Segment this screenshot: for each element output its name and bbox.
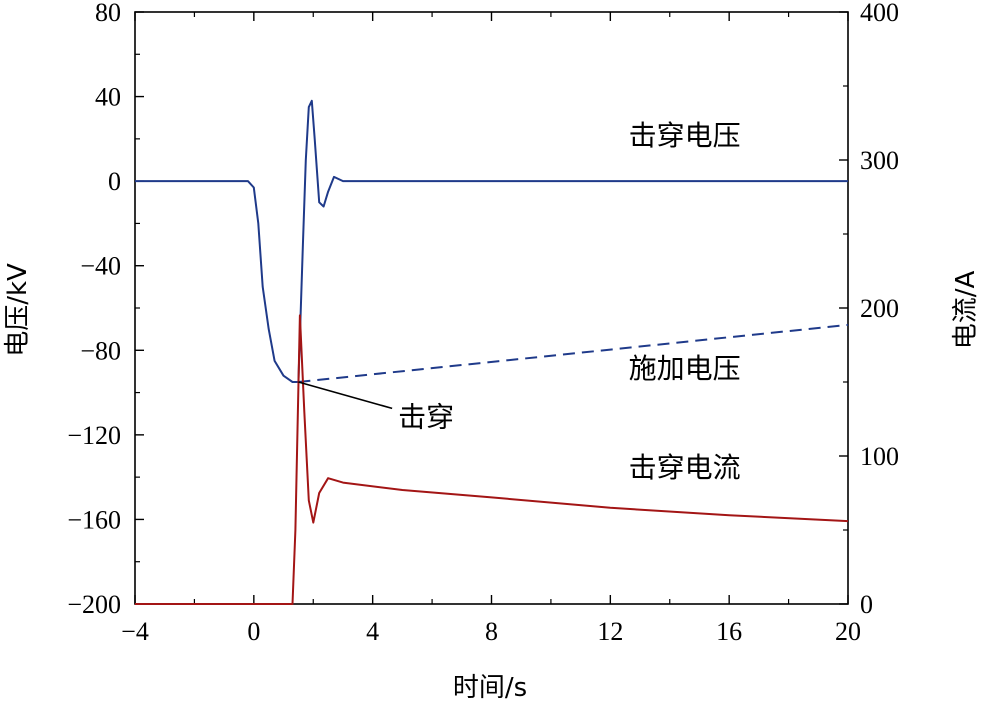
- series-line-击穿电流: [135, 314, 849, 605]
- y-right-axis-title: 电流/A: [951, 271, 981, 350]
- annotation-leader-line: [298, 381, 393, 410]
- y-left-tick-label: 40: [95, 83, 121, 112]
- y-right-tick-label: 0: [860, 590, 873, 619]
- series-layer: [135, 99, 849, 605]
- series-line-施加电压: [298, 323, 849, 383]
- y-left-tick-label: 80: [95, 0, 121, 27]
- annotation-label: 击穿电压: [629, 119, 741, 152]
- x-tick-label: −4: [121, 617, 149, 646]
- annotation-label: 击穿: [398, 400, 454, 433]
- x-axis-title: 时间/s: [453, 673, 527, 703]
- x-tick-label: 20: [835, 617, 861, 646]
- y-right-tick-label: 400: [860, 0, 899, 27]
- annotation-label: 施加电压: [629, 352, 741, 385]
- annotation-label: 击穿电流: [629, 451, 741, 484]
- y-left-tick-label: −200: [67, 590, 121, 619]
- y-left-tick-label: −120: [67, 421, 121, 450]
- x-tick-label: 4: [366, 617, 379, 646]
- x-tick-label: 8: [485, 617, 498, 646]
- y-right-tick-label: 100: [860, 442, 899, 471]
- y-left-axis-title: 电压/kV: [3, 263, 33, 357]
- y-right-tick-label: 200: [860, 294, 899, 323]
- y-right-tick-label: 300: [860, 146, 899, 175]
- x-tick-label: 16: [716, 617, 742, 646]
- x-tick-label: 0: [247, 617, 260, 646]
- y-left-tick-label: −40: [80, 252, 121, 281]
- y-left-tick-label: −160: [67, 505, 121, 534]
- y-left-tick-label: −80: [80, 336, 121, 365]
- x-tick-label: 12: [597, 617, 623, 646]
- y-left-tick-label: 0: [108, 167, 121, 196]
- series-line-击穿电压: [135, 99, 848, 383]
- axes: −4 0 4 8 12 16 2080400−40−80−120−160−200400300…: [67, 0, 899, 646]
